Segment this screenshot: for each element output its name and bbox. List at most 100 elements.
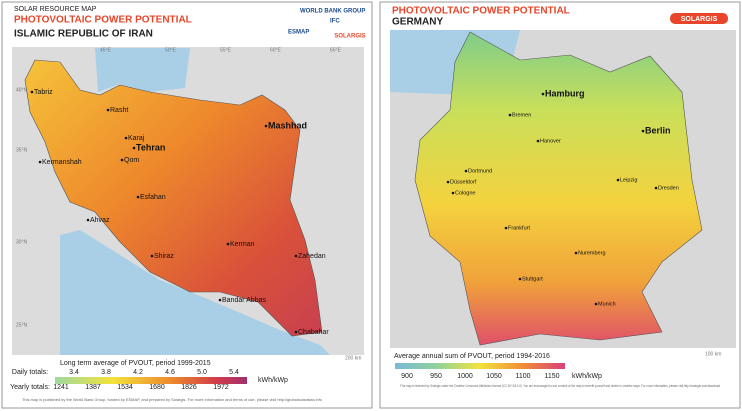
city-dot	[86, 218, 90, 222]
city-label: Düsseldorf	[450, 179, 477, 185]
legend-value: 1050	[486, 373, 502, 380]
city-dot	[464, 169, 468, 173]
legend-value: 1150	[544, 373, 559, 380]
daily-label: Daily totals:	[12, 369, 48, 376]
grid-label: 65°E	[330, 47, 342, 53]
right-legend-ramp	[395, 363, 565, 369]
daily-value: 5.4	[229, 369, 239, 376]
city-dot	[594, 302, 598, 306]
city-dot	[654, 186, 658, 190]
right-unit: kWh/kWp	[572, 373, 602, 380]
city-label: Kermanshah	[42, 159, 82, 166]
grid-label: 25°N	[16, 322, 28, 328]
logo: ESMAP	[288, 30, 309, 36]
city-dot	[294, 254, 298, 258]
city-dot	[574, 251, 578, 255]
city-label: Hamburg	[545, 88, 585, 98]
solargis-badge	[670, 13, 728, 24]
yearly-value: 1387	[85, 384, 101, 391]
right-scale: 100 km	[705, 351, 721, 357]
yearly-value: 1826	[181, 384, 197, 391]
city-dot	[518, 277, 522, 281]
logo: SOLARGIS	[334, 34, 365, 40]
kicker: SOLAR RESOURCE MAP	[14, 6, 97, 13]
gulf	[60, 230, 330, 355]
logo: WORLD BANK GROUP	[300, 9, 365, 15]
city-dot	[504, 226, 508, 230]
daily-value: 5.0	[197, 369, 207, 376]
city-dot	[641, 129, 645, 133]
city-label: Zahedan	[298, 253, 326, 260]
daily-value: 4.6	[165, 369, 175, 376]
city-dot	[136, 195, 140, 199]
germany-map	[414, 31, 703, 346]
city-label: Frankfurt	[508, 225, 530, 231]
daily-value: 4.2	[133, 369, 143, 376]
city-dot	[541, 92, 545, 96]
yearly-value: 1534	[117, 384, 133, 391]
city-label: Mashhad	[268, 120, 307, 130]
city-dot	[38, 160, 42, 164]
left-title: PHOTOVOLTAIC POWER POTENTIAL	[14, 15, 192, 26]
legend-value: 950	[430, 373, 442, 380]
left-legend-ramp	[55, 377, 247, 384]
left-unit: kWh/kWp	[258, 377, 288, 384]
grid-label: 45°E	[100, 47, 112, 53]
city-label: Kerman	[230, 241, 255, 248]
yearly-label: Yearly totals:	[10, 384, 50, 391]
city-label: Nuremberg	[578, 250, 606, 256]
grid-label: 40°N	[16, 87, 28, 93]
city-dot	[616, 178, 620, 182]
city-label: Qom	[124, 157, 139, 164]
city-label: Esfahan	[140, 194, 166, 201]
city-dot	[30, 90, 34, 94]
city-dot	[150, 254, 154, 258]
grid-label: 60°E	[270, 47, 282, 53]
logo: IFC	[330, 19, 340, 25]
legend-value: 1100	[515, 373, 530, 380]
legend-value: 900	[401, 373, 413, 380]
city-dot	[120, 158, 124, 162]
city-dot	[264, 124, 268, 128]
daily-value: 3.4	[69, 369, 79, 376]
city-label: Shiraz	[154, 253, 174, 260]
city-dot	[508, 113, 512, 117]
grid-label: 30°N	[16, 239, 28, 245]
city-label: Stuttgart	[522, 276, 543, 282]
grid-label: 35°N	[16, 147, 28, 153]
city-dot	[294, 330, 298, 334]
caspian-sea	[95, 48, 190, 92]
right-legend-title: Average annual sum of PVOUT, period 1994…	[394, 353, 550, 360]
city-dot	[132, 146, 136, 150]
yearly-value: 1972	[213, 384, 229, 391]
city-label: Chabahar	[298, 329, 329, 336]
city-dot	[451, 191, 455, 195]
yearly-value: 1680	[149, 384, 165, 391]
left-scale: 200 km	[345, 355, 361, 361]
city-dot	[536, 139, 540, 143]
grid-label: 50°E	[165, 47, 177, 53]
city-label: Dortmund	[468, 168, 492, 174]
grid-label: 55°E	[220, 47, 232, 53]
city-label: Cologne	[455, 190, 476, 196]
city-label: Ahvaz	[90, 217, 110, 224]
city-label: Leipzig	[620, 177, 637, 183]
right-title: PHOTOVOLTAIC POWER POTENTIAL	[392, 6, 570, 17]
right-country: GERMANY	[392, 17, 443, 28]
city-dot	[218, 298, 222, 302]
city-label: Rasht	[110, 107, 128, 114]
left-footer: This map is published by the World Bank …	[22, 398, 322, 402]
iran-map	[24, 59, 323, 337]
city-label: Hanover	[540, 138, 561, 144]
legend-value: 1000	[457, 373, 473, 380]
city-label: Berlin	[645, 125, 671, 135]
city-dot	[124, 136, 128, 140]
city-label: Bremen	[512, 112, 531, 118]
right-logo: SOLARGIS	[681, 16, 718, 23]
city-dot	[446, 180, 450, 184]
left-legend-title: Long term average of PVOUT, period 1999-…	[60, 360, 211, 367]
left-country: ISLAMIC REPUBLIC OF IRAN	[14, 29, 153, 40]
city-label: Munich	[598, 301, 616, 307]
right-footer-1: This map is licensed by Solargis under t…	[400, 384, 720, 388]
